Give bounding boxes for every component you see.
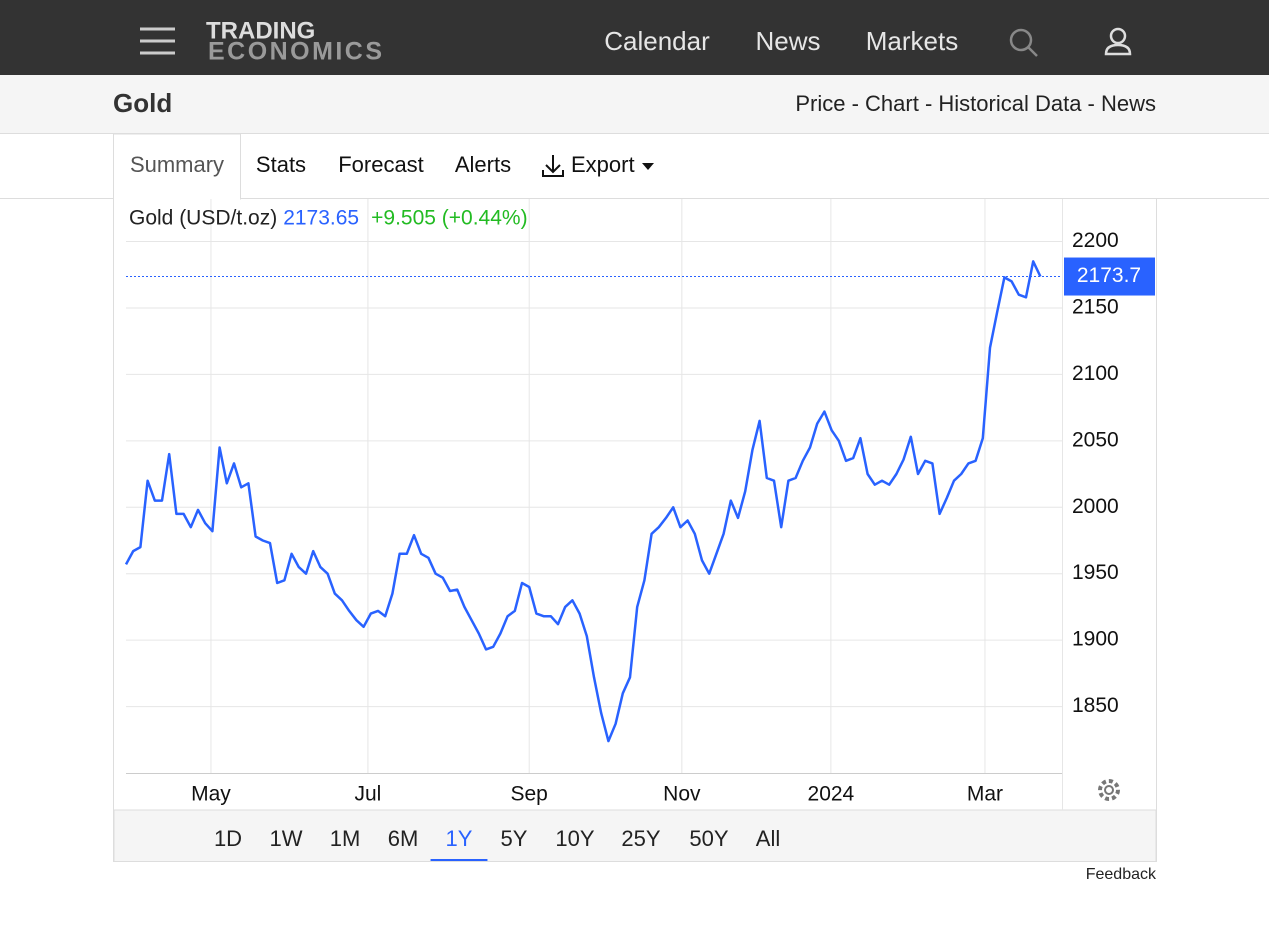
nav-link[interactable]: Markets (866, 26, 958, 56)
y-tick-label: 2050 (1072, 428, 1119, 451)
range-button[interactable]: 1W (270, 826, 303, 851)
x-tick-label: May (191, 783, 231, 806)
range-bar (113, 809, 1157, 862)
download-icon (542, 155, 564, 177)
tab[interactable]: Export (571, 152, 635, 177)
range-button[interactable]: 5Y (501, 826, 528, 851)
y-tick-label: 2000 (1072, 495, 1119, 518)
page-title: Gold (113, 88, 172, 118)
range-button[interactable]: 25Y (621, 826, 660, 851)
x-tick-label: Mar (967, 783, 1003, 806)
price-line (124, 260, 1042, 743)
download-glyph (542, 155, 564, 177)
settings-icon[interactable] (1098, 779, 1120, 801)
search-handle (1027, 46, 1038, 57)
subheader-links[interactable]: Price - Chart - Historical Data - News (795, 91, 1156, 116)
range-button[interactable]: 1Y (446, 826, 473, 851)
range-button[interactable]: 1M (330, 826, 361, 851)
x-tick-label: Jul (354, 783, 381, 806)
y-tick-label: 2200 (1072, 229, 1119, 252)
nav-link[interactable]: News (755, 26, 820, 56)
y-tick-label: 1850 (1072, 694, 1119, 717)
tab[interactable]: Alerts (455, 152, 511, 177)
nav-link[interactable]: Calendar (604, 26, 710, 56)
tab[interactable]: Summary (130, 152, 224, 177)
y-tick-label: 2100 (1072, 362, 1119, 385)
gear-hub (1104, 785, 1114, 795)
x-tick-label: Nov (663, 783, 701, 806)
feedback-link[interactable]: Feedback (1086, 866, 1157, 883)
user-head (1109, 27, 1127, 45)
range-button[interactable]: 6M (388, 826, 419, 851)
x-tick-label: Sep (511, 783, 548, 806)
menu-icon[interactable] (140, 27, 175, 55)
last-price: 2173.65 (283, 207, 359, 230)
last-price-tag (1064, 257, 1155, 296)
y-tick-label: 1950 (1072, 561, 1119, 584)
x-tick-label: 2024 (808, 783, 855, 806)
logo-top[interactable]: TRADING (206, 17, 315, 44)
price-change: +9.505 (+0.44%) (371, 207, 527, 230)
user-body (1104, 43, 1132, 56)
gear-teeth (1098, 779, 1120, 801)
last-price-label: 2173.7 (1077, 264, 1141, 287)
search-lens (1009, 28, 1033, 52)
tab[interactable]: Forecast (338, 152, 424, 177)
y-tick-label: 1900 (1072, 628, 1119, 651)
logo-bottom[interactable]: ECONOMICS (208, 38, 382, 66)
tab-gap (114, 197, 240, 200)
range-button[interactable]: All (756, 826, 780, 851)
y-tick-label: 2150 (1072, 296, 1119, 319)
range-button[interactable]: 50Y (689, 826, 728, 851)
user-icon[interactable] (1104, 27, 1132, 56)
top-bar (0, 0, 1269, 75)
range-button[interactable]: 10Y (555, 826, 594, 851)
subheader (0, 75, 1269, 134)
caret (642, 163, 654, 170)
chart-title: Gold (USD/t.oz) (129, 207, 277, 230)
tab[interactable]: Stats (256, 152, 306, 177)
range-button[interactable]: 1D (214, 826, 242, 851)
search-icon[interactable] (1009, 28, 1038, 57)
